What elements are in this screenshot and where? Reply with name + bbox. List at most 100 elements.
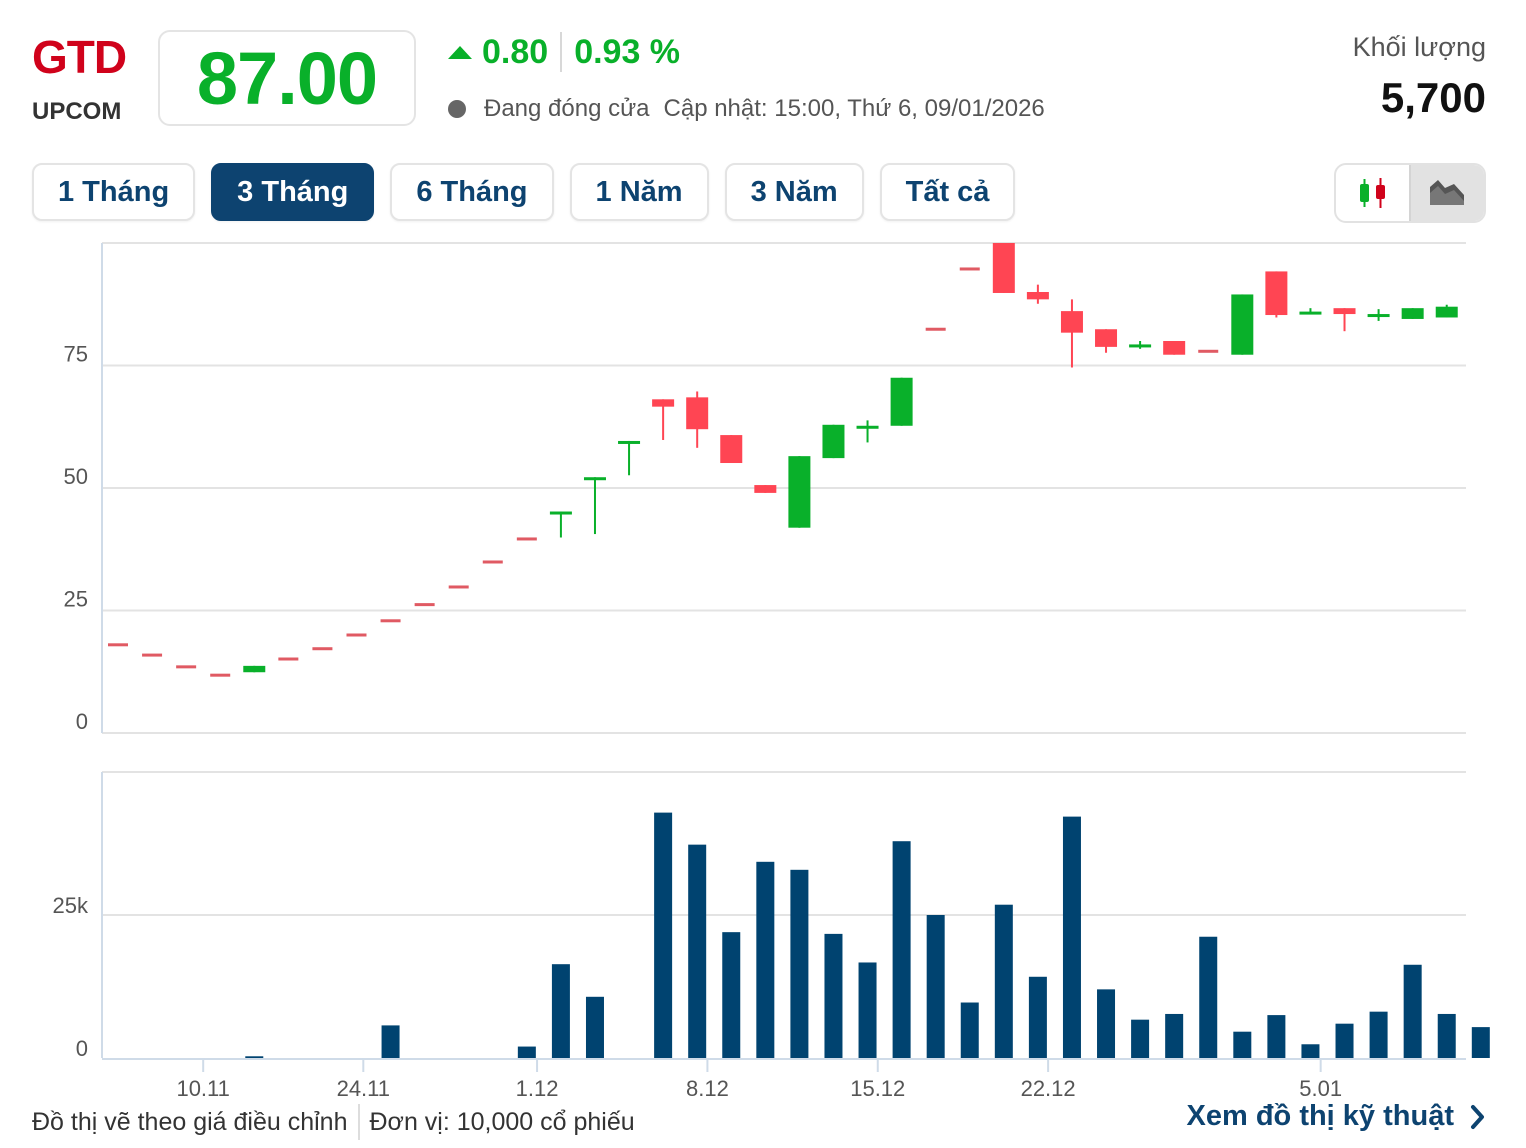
y-axis-label: 75 [64, 342, 88, 367]
volume-bar[interactable] [517, 1046, 536, 1058]
market-status: Đang đóng cửa Cập nhật: 15:00, Thứ 6, 09… [448, 95, 1045, 123]
volume-bar[interactable] [1369, 1011, 1388, 1058]
technical-chart-link-label: Xem đồ thị kỹ thuật [1186, 1100, 1454, 1132]
candle[interactable] [890, 377, 913, 426]
period-tabs: 1 Tháng 3 Tháng 6 Tháng 1 Năm 3 Năm Tất cả [32, 163, 1016, 221]
candle[interactable] [1129, 341, 1152, 349]
tab-3-năm[interactable]: 3 Năm [724, 163, 864, 221]
volume-bar[interactable] [892, 841, 911, 1058]
volume-bar[interactable] [551, 964, 570, 1058]
volume-bar[interactable] [381, 1025, 400, 1058]
volume-bar[interactable] [824, 933, 843, 1058]
candle[interactable] [312, 647, 333, 651]
x-axis-label: 8.12 [686, 1076, 729, 1101]
candle[interactable] [959, 267, 980, 271]
candle[interactable] [1095, 329, 1118, 353]
change-percent: 0.93 % [574, 32, 681, 71]
volume-bar[interactable] [1335, 1023, 1354, 1058]
status-text: Đang đóng cửa [484, 95, 650, 122]
volume-bar[interactable] [722, 932, 741, 1058]
candle[interactable] [1299, 308, 1322, 315]
volume-bar[interactable] [1028, 976, 1047, 1058]
candle[interactable] [1231, 294, 1254, 355]
y-axis-label: 50 [64, 464, 88, 489]
candle[interactable] [1401, 308, 1424, 319]
volume-bar[interactable] [1267, 1015, 1286, 1058]
candle[interactable] [788, 456, 811, 528]
volume-bar[interactable] [1403, 964, 1422, 1058]
tab-1-năm[interactable]: 1 Năm [569, 163, 709, 221]
volume-bar[interactable] [926, 915, 945, 1058]
volume-bar[interactable] [654, 812, 673, 1058]
chart-type-toggle [1334, 163, 1486, 223]
volume-bar[interactable] [756, 861, 775, 1058]
area-view-button[interactable] [1409, 165, 1484, 221]
candle[interactable] [482, 560, 503, 564]
current-price: 87.00 [158, 30, 416, 126]
candle[interactable] [380, 619, 401, 623]
candle[interactable] [925, 327, 946, 331]
area-chart-icon [1429, 180, 1464, 205]
candle[interactable] [142, 653, 163, 657]
volume-bar[interactable] [1062, 816, 1081, 1058]
candle[interactable] [992, 243, 1015, 293]
candle[interactable] [1367, 309, 1390, 321]
candle[interactable] [414, 603, 435, 607]
volume-bar-chart[interactable]: 0 25k 10.11 24.11 1.12 8.12 15.12 22.12 5.01 [0, 760, 1526, 1105]
price-candlestick-chart[interactable]: 0 25 50 75 [0, 230, 1526, 745]
tab-3-tháng[interactable]: 3 Tháng [211, 163, 375, 221]
candle[interactable] [176, 665, 197, 669]
exchange-name: UPCOM [32, 98, 122, 125]
candle[interactable] [720, 435, 743, 464]
volume-bar[interactable] [1471, 1027, 1490, 1058]
volume-bar[interactable] [960, 1002, 979, 1058]
technical-chart-link[interactable]: Xem đồ thị kỹ thuật [1187, 1100, 1486, 1133]
volume-bar[interactable] [245, 1056, 264, 1058]
candle[interactable] [1333, 308, 1356, 332]
candle[interactable] [1026, 284, 1049, 304]
candle[interactable] [448, 585, 469, 589]
candle[interactable] [516, 537, 537, 541]
x-axis-label: 15.12 [850, 1076, 905, 1101]
candle[interactable] [549, 511, 572, 538]
candlestick-icon [1359, 178, 1385, 208]
y-axis-label: 0 [76, 1036, 88, 1061]
candle[interactable] [210, 673, 231, 677]
candle[interactable] [686, 391, 709, 448]
ticker-symbol: GTD [32, 31, 127, 83]
candle[interactable] [1060, 299, 1083, 368]
candle[interactable] [278, 657, 299, 661]
tab-1-tháng[interactable]: 1 Tháng [32, 163, 196, 221]
candle[interactable] [1198, 349, 1219, 353]
tab-tất-cả[interactable]: Tất cả [879, 163, 1016, 221]
tab-6-tháng[interactable]: 6 Tháng [390, 163, 554, 221]
candle[interactable] [754, 485, 777, 493]
candlestick-view-button[interactable] [1336, 165, 1409, 221]
candle[interactable] [652, 399, 675, 440]
volume-bar[interactable] [858, 962, 877, 1058]
volume-bar[interactable] [688, 844, 707, 1058]
y-axis-label: 0 [76, 709, 88, 734]
volume-bar[interactable] [1233, 1031, 1252, 1058]
volume-bar[interactable] [1131, 1019, 1150, 1058]
candle[interactable] [108, 643, 128, 647]
candle[interactable] [618, 440, 641, 476]
volume-bar[interactable] [1301, 1044, 1320, 1058]
candle[interactable] [1435, 304, 1458, 318]
volume-bar[interactable] [790, 869, 809, 1058]
price-change: 0.80 0.93 % [448, 32, 680, 72]
candle[interactable] [856, 420, 879, 443]
volume-bar[interactable] [1097, 989, 1116, 1058]
candle[interactable] [822, 424, 845, 459]
candle[interactable] [583, 477, 606, 535]
volume-bar[interactable] [994, 904, 1013, 1058]
volume-bar[interactable] [1437, 1013, 1456, 1058]
candle[interactable] [243, 665, 266, 673]
volume-bar[interactable] [1165, 1013, 1184, 1058]
candle[interactable] [1265, 271, 1288, 318]
volume-bar[interactable] [585, 996, 604, 1058]
chart-footnote: Đồ thị vẽ theo giá điều chỉnh Đơn vị: 10… [32, 1104, 635, 1140]
candle[interactable] [1163, 341, 1186, 355]
candle[interactable] [346, 633, 367, 637]
volume-bar[interactable] [1199, 936, 1218, 1058]
